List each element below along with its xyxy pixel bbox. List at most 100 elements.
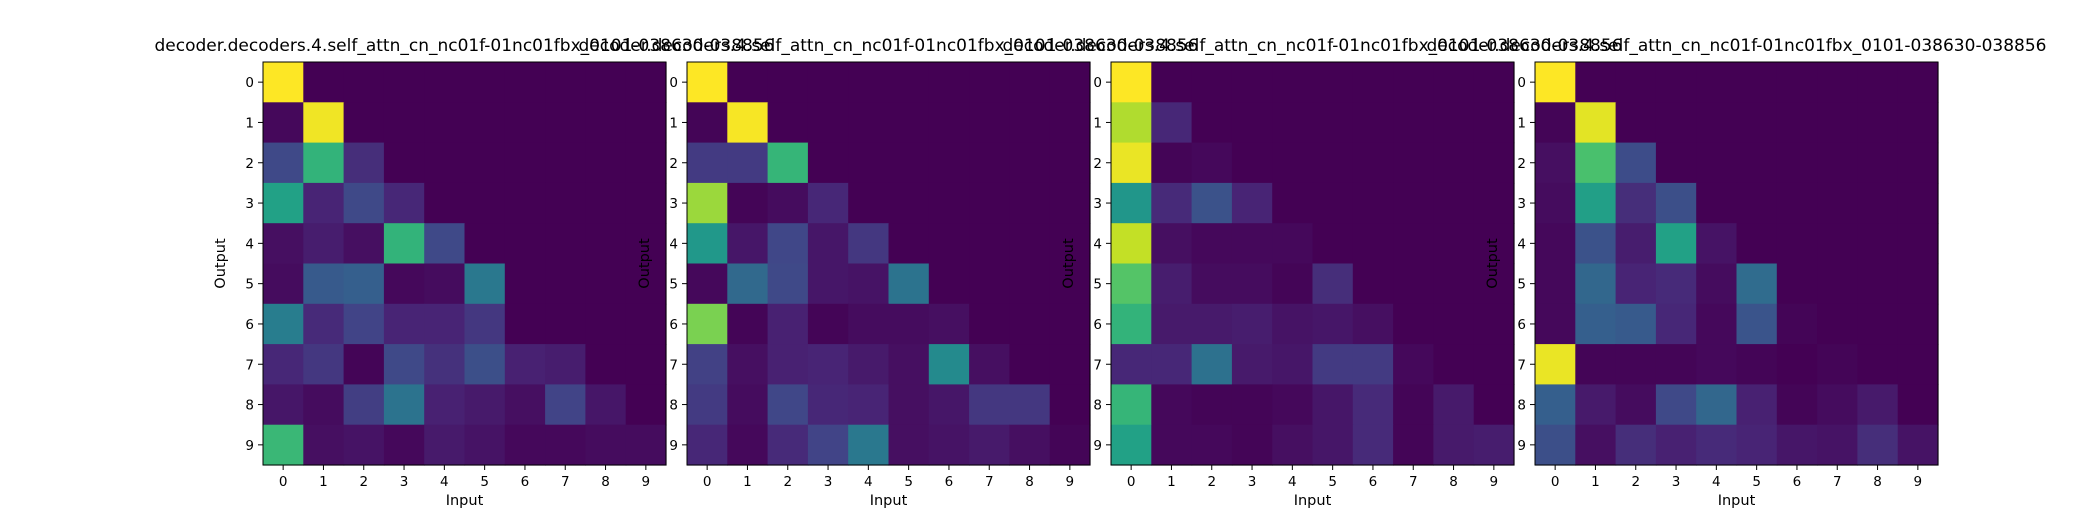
heatmap-cell-r5-c6: [928, 263, 970, 305]
x-tick-label: 6: [945, 474, 954, 490]
heatmap-cell-r7-c3: [383, 344, 425, 385]
heatmap-cell-r5-c8: [1857, 263, 1899, 305]
heatmap-cell-r1-c5: [1312, 102, 1354, 144]
heatmap-cell-r6-c6: [928, 303, 970, 345]
heatmap-cell-r5-c4: [1696, 263, 1738, 305]
x-tick-label: 7: [985, 474, 994, 490]
heatmap-cell-r3-c3: [807, 182, 849, 224]
heatmap-cell-r9-c7: [545, 424, 586, 466]
y-tick-label: 8: [1093, 398, 1102, 414]
heatmap-cell-r7-c2: [343, 344, 385, 385]
heatmap-cell-r6-c9: [625, 303, 667, 345]
heatmap-cell-r5-c7: [1817, 263, 1858, 305]
heatmap-cell-r2-c6: [1776, 142, 1818, 184]
y-tick-label: 1: [1517, 115, 1526, 131]
heatmap-cell-r5-c0: [1535, 263, 1576, 305]
heatmap-cell-r7-c5: [1736, 344, 1778, 385]
chart-title: decoder.decoders.4.self_attn_cn_nc01f-01…: [579, 36, 1199, 56]
heatmap-cell-r7-c1: [303, 344, 345, 385]
heatmap-cell-r7-c8: [1433, 344, 1475, 385]
heatmap-cell-r2-c5: [888, 142, 930, 184]
x-tick-label: 8: [601, 474, 610, 490]
y-tick-label: 8: [1517, 398, 1526, 414]
heatmap-cell-r2-c8: [585, 142, 627, 184]
heatmap-cell-r7-c1: [1151, 344, 1193, 385]
heatmap-cell-r0-c9: [1897, 62, 1939, 103]
heatmap-cell-r3-c3: [1231, 182, 1273, 224]
heatmap-cell-r6-c3: [383, 303, 425, 345]
heatmap-cell-r4-c2: [1615, 223, 1657, 265]
heatmap-cell-r0-c6: [504, 62, 546, 103]
heatmap-cell-r9-c1: [1151, 424, 1193, 466]
heatmap-cell-r8-c0: [263, 384, 304, 426]
chart-title: decoder.decoders.4.self_attn_cn_nc01f-01…: [155, 36, 775, 56]
heatmap-cell-r0-c7: [969, 62, 1010, 103]
heatmap-cell-r2-c4: [1696, 142, 1738, 184]
heatmap-cell-r6-c4: [1272, 303, 1314, 345]
heatmap-cell-r1-c1: [727, 102, 769, 144]
heatmap-cell-r0-c1: [727, 62, 769, 103]
heatmap-cell-r1-c1: [1575, 102, 1617, 144]
heatmap-cell-r9-c0: [1535, 424, 1576, 466]
heatmap-cell-r0-c7: [545, 62, 586, 103]
heatmap-cell-r6-c1: [1575, 303, 1617, 345]
heatmap-cell-r1-c8: [1009, 102, 1051, 144]
heatmap-cell-r3-c6: [504, 182, 546, 224]
heatmap-cell-r7-c1: [727, 344, 769, 385]
heatmap-cell-r9-c8: [1009, 424, 1051, 466]
heatmap-cell-r8-c4: [848, 384, 890, 426]
heatmap-cell-r9-c2: [767, 424, 809, 466]
heatmap-cell-r8-c7: [969, 384, 1010, 426]
heatmap-cell-r1-c4: [1272, 102, 1314, 144]
heatmap-cell-r7-c3: [807, 344, 849, 385]
heatmap-cell-r5-c7: [969, 263, 1010, 305]
heatmap-cell-r1-c7: [969, 102, 1010, 144]
heatmap-cell-r1-c4: [424, 102, 466, 144]
heatmap-cell-r9-c9: [1473, 424, 1515, 466]
heatmap-cell-r8-c2: [1191, 384, 1233, 426]
heatmap-cell-r3-c5: [1312, 182, 1354, 224]
heatmap-cell-r8-c4: [1696, 384, 1738, 426]
heatmap-cell-r9-c7: [1817, 424, 1858, 466]
heatmap-cell-r4-c1: [727, 223, 769, 265]
heatmap-cell-r6-c4: [1696, 303, 1738, 345]
heatmap-cell-r0-c4: [1696, 62, 1738, 103]
heatmap-cell-r7-c7: [969, 344, 1010, 385]
y-tick-label: 2: [245, 156, 254, 172]
heatmap-cell-r2-c2: [767, 142, 809, 184]
heatmap-cell-r0-c0: [1111, 62, 1152, 103]
heatmap-cell-r9-c1: [303, 424, 345, 466]
heatmap-cell-r3-c8: [1433, 182, 1475, 224]
heatmap-cell-r0-c4: [848, 62, 890, 103]
heatmap-panel-3: decoder.decoders.4.self_attn_cn_nc01f-01…: [1003, 36, 1623, 509]
x-tick-label: 3: [1248, 474, 1257, 490]
heatmap-panel-1: decoder.decoders.4.self_attn_cn_nc01f-01…: [155, 36, 775, 509]
heatmap-cell-r8-c7: [1393, 384, 1434, 426]
heatmap-cell-r4-c5: [464, 223, 506, 265]
heatmap-cell-r4-c4: [1272, 223, 1314, 265]
y-tick-label: 8: [669, 398, 678, 414]
y-tick-label: 1: [245, 115, 254, 131]
heatmap-cell-r0-c3: [1655, 62, 1697, 103]
heatmap-cell-r5-c4: [424, 263, 466, 305]
plot-frame: [1534, 61, 1939, 466]
heatmap-cell-r8-c9: [625, 384, 667, 426]
heatmap-cell-r6-c4: [848, 303, 890, 345]
heatmap-cell-r0-c7: [1393, 62, 1434, 103]
heatmap-cell-r0-c9: [1049, 62, 1091, 103]
heatmap-cell-r2-c3: [383, 142, 425, 184]
heatmap-cell-r4-c8: [585, 223, 627, 265]
y-tick-label: 9: [669, 438, 678, 454]
heatmap-cell-r5-c1: [303, 263, 345, 305]
heatmap-cell-r6-c2: [1191, 303, 1233, 345]
x-tick-label: 4: [1288, 474, 1297, 490]
heatmap-cell-r3-c2: [767, 182, 809, 224]
heatmap-cell-r7-c8: [1009, 344, 1051, 385]
heatmap-cell-r7-c9: [1473, 344, 1515, 385]
heatmap-cell-r6-c8: [1857, 303, 1899, 345]
heatmap-cell-r4-c5: [1736, 223, 1778, 265]
heatmap-cell-r3-c1: [1151, 182, 1193, 224]
heatmap-cell-r5-c0: [263, 263, 304, 305]
heatmap-cell-r4-c7: [1393, 223, 1434, 265]
y-tick-label: 0: [245, 75, 254, 91]
